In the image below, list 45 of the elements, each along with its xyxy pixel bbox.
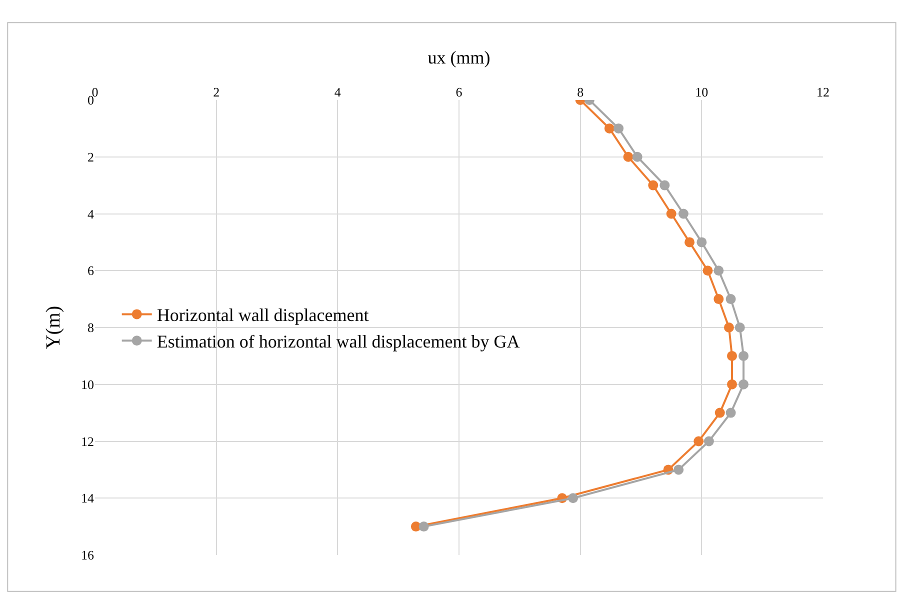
y-tick-label: 2 — [88, 149, 94, 164]
x-tick-label: 10 — [695, 84, 708, 100]
point — [714, 266, 724, 276]
point — [702, 266, 713, 276]
y-tick-label: 6 — [88, 263, 94, 278]
point — [704, 436, 714, 446]
point — [694, 436, 704, 446]
point — [724, 322, 734, 332]
point — [726, 408, 736, 418]
point — [734, 322, 745, 332]
y-tick-label: 10 — [81, 376, 94, 392]
point — [568, 493, 578, 504]
point — [727, 350, 737, 361]
point — [614, 123, 624, 134]
point — [623, 152, 634, 162]
legend-label: Estimation of horizontal wall displacement by GA — [156, 332, 520, 352]
point — [738, 379, 749, 390]
point — [714, 408, 725, 418]
point — [418, 522, 429, 532]
y-tick-label: 16 — [81, 548, 94, 563]
x-tick-label: 8 — [577, 84, 584, 100]
point — [604, 123, 614, 134]
point — [674, 464, 684, 475]
legend-label: Horizontal wall displacement — [156, 305, 369, 326]
point — [726, 294, 736, 304]
y-tick-label: 8 — [88, 320, 94, 336]
point — [738, 350, 749, 361]
point — [696, 237, 707, 248]
point — [684, 237, 695, 248]
point — [648, 180, 658, 190]
x-tick-label: 12 — [816, 84, 830, 100]
point — [678, 208, 688, 219]
x-tick-label: 4 — [334, 84, 342, 100]
point — [660, 180, 670, 190]
y-axis-title: Y(m) — [42, 306, 64, 350]
point — [727, 379, 737, 390]
x-tick-label: 6 — [456, 84, 463, 100]
y-tick-label: 4 — [88, 206, 94, 222]
point — [632, 152, 642, 162]
x-axis-title: ux (mm) — [428, 48, 490, 68]
y-tick-label: 14 — [81, 490, 94, 506]
y-tick-label: 12 — [81, 434, 94, 449]
x-tick-label: 2 — [213, 84, 220, 100]
point — [714, 294, 724, 304]
point — [666, 208, 676, 219]
